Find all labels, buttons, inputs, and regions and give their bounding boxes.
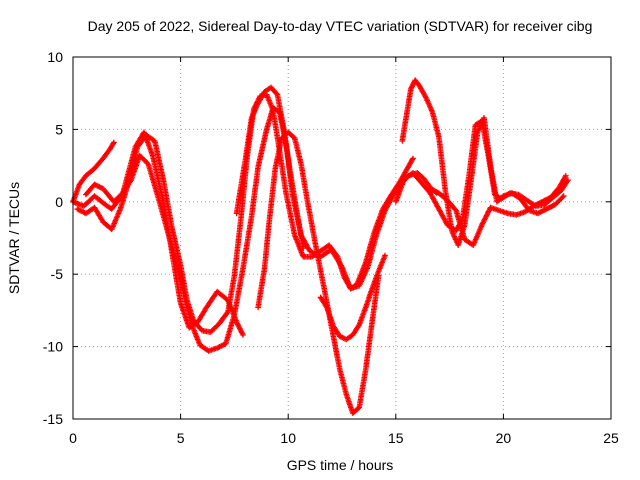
data-point — [111, 139, 117, 146]
x-tick-label: 20 — [496, 430, 512, 446]
y-tick-label: -5 — [51, 266, 64, 282]
x-axis-label: GPS time / hours — [287, 457, 394, 473]
data-point — [563, 172, 569, 179]
data-point — [224, 310, 230, 316]
grid — [72, 56, 612, 420]
data-point — [409, 156, 416, 163]
plot-frame — [72, 56, 612, 420]
y-tick-label: 0 — [55, 194, 63, 210]
y-tick-label: -10 — [43, 339, 63, 355]
data-point — [273, 90, 280, 97]
x-tick-label: 0 — [69, 430, 77, 446]
data-point — [110, 140, 116, 147]
chart-title: Day 205 of 2022, Sidereal Day-to-day VTE… — [88, 18, 593, 34]
data-point — [559, 194, 566, 200]
data-point — [382, 252, 388, 259]
tick-labels: 0 5 10 15 20 25 -15 -10 -5 0 5 10 — [43, 49, 619, 446]
y-tick-label: 10 — [47, 49, 63, 65]
x-tick-label: 15 — [388, 430, 404, 446]
x-tick-label: 10 — [280, 430, 296, 446]
data-point — [560, 193, 567, 199]
data-point — [410, 155, 416, 162]
x-tick-label: 5 — [177, 430, 185, 446]
x-tick-label: 25 — [603, 430, 619, 446]
data-point — [240, 332, 246, 338]
data-point — [300, 245, 307, 251]
y-tick-label: -15 — [43, 411, 63, 427]
data-marks — [70, 77, 571, 416]
y-tick-label: 5 — [55, 121, 63, 137]
y-axis-label: SDTVAR / TECUs — [6, 182, 22, 294]
